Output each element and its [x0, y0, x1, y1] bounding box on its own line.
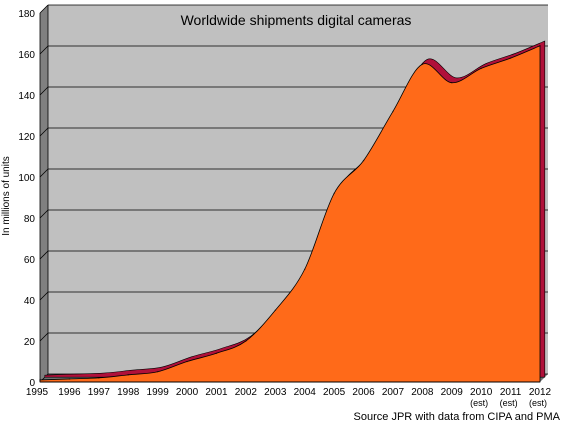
x-tick-label: 2011 — [500, 387, 522, 398]
data-point-1996 — [68, 378, 71, 380]
y-tick-label: 40 — [24, 296, 36, 307]
data-point-2003 — [274, 309, 277, 312]
data-point-2009 — [450, 81, 453, 84]
x-tick-label: 2003 — [264, 387, 287, 398]
x-tick-label: 2012 — [529, 387, 552, 398]
x-tick-label: 2007 — [382, 387, 405, 398]
y-tick-label: 140 — [18, 91, 35, 102]
data-point-1999 — [156, 370, 159, 373]
x-tick-label: 2005 — [323, 387, 346, 398]
x-tick-label: 1995 — [26, 387, 49, 398]
gridline-side — [39, 45, 49, 55]
x-tick-label: 1997 — [88, 387, 111, 398]
data-point-2012 — [539, 45, 541, 47]
x-tick-sublabel: (est) — [529, 398, 547, 408]
y-tick-label: 100 — [18, 173, 35, 184]
gridline-side — [39, 209, 49, 219]
data-point-1995 — [39, 379, 41, 381]
data-point-2004 — [303, 268, 306, 271]
y-tick-label: 60 — [24, 255, 36, 266]
data-point-2001 — [215, 352, 218, 355]
data-point-2005 — [333, 192, 335, 195]
x-tick-label: 2004 — [294, 387, 317, 398]
data-point-2011 — [509, 57, 512, 59]
data-point-1998 — [127, 374, 130, 376]
chart-title: Worldwide shipments digital cameras — [181, 12, 412, 28]
y-tick-label: 0 — [29, 378, 35, 389]
chart-side-wall — [40, 5, 48, 382]
data-point-2000 — [186, 360, 188, 363]
data-point-2008 — [421, 63, 424, 66]
x-tick-sublabel: (est) — [500, 398, 518, 408]
y-axis-ticks: 0 20 40 60 80 100 120 140 160 180 — [18, 9, 35, 389]
x-axis-ticks: 1995 1996 1997 1998 1999 2000 2001 2002 2003 2004… — [26, 387, 552, 408]
x-tick-label: 1999 — [147, 387, 170, 398]
gridline-side — [39, 4, 49, 14]
x-tick-label: 2008 — [411, 387, 434, 398]
data-point-2007 — [392, 110, 394, 113]
data-point-2006 — [362, 159, 365, 162]
area-series — [39, 45, 541, 383]
y-tick-label: 180 — [18, 9, 35, 20]
x-tick-label: 2006 — [352, 387, 375, 398]
x-tick-label: 2001 — [205, 387, 228, 398]
data-point-1997 — [98, 377, 100, 379]
x-tick-label: 1996 — [58, 387, 81, 398]
x-tick-label: 2002 — [235, 387, 258, 398]
gridline-side — [39, 127, 49, 137]
gridline-side — [39, 291, 49, 301]
data-point-2002 — [245, 340, 247, 342]
y-tick-label: 80 — [24, 214, 36, 225]
x-tick-label: 2010 — [470, 387, 493, 398]
data-point-2010 — [480, 67, 482, 70]
y-tick-label: 120 — [18, 132, 35, 143]
y-axis-label: In millions of units — [1, 156, 12, 235]
gridline-side — [39, 250, 49, 260]
x-tick-label: 1998 — [117, 387, 140, 398]
data-points — [39, 45, 541, 381]
y-tick-label: 160 — [18, 50, 35, 61]
y-tick-label: 20 — [24, 337, 36, 348]
gridline-side — [39, 168, 49, 178]
x-tick-sublabel: (est) — [470, 398, 488, 408]
x-tick-label: 2000 — [176, 387, 199, 398]
source-note: Source JPR with data from CIPA and PMA — [354, 411, 561, 423]
gridline-side — [39, 332, 49, 342]
x-tick-label: 2009 — [441, 387, 464, 398]
gridline-side — [39, 86, 49, 96]
